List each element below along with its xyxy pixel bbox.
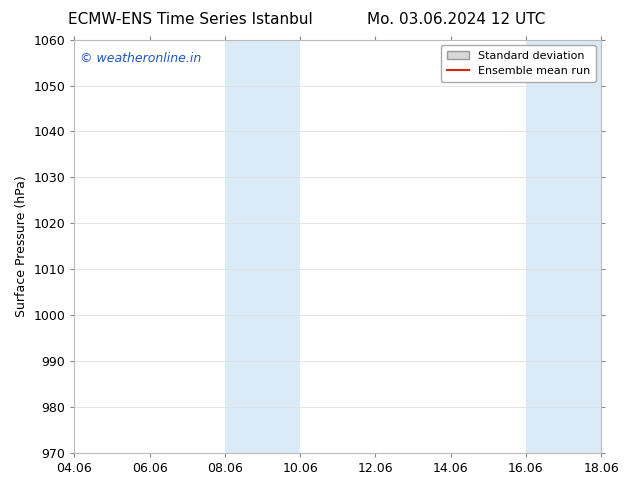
Text: © weatheronline.in: © weatheronline.in — [80, 52, 201, 65]
Bar — [526, 40, 601, 453]
Y-axis label: Surface Pressure (hPa): Surface Pressure (hPa) — [15, 175, 28, 317]
Text: Mo. 03.06.2024 12 UTC: Mo. 03.06.2024 12 UTC — [367, 12, 546, 27]
Bar — [225, 40, 300, 453]
Legend: Standard deviation, Ensemble mean run: Standard deviation, Ensemble mean run — [441, 45, 595, 82]
Text: ECMW-ENS Time Series Istanbul: ECMW-ENS Time Series Istanbul — [68, 12, 313, 27]
